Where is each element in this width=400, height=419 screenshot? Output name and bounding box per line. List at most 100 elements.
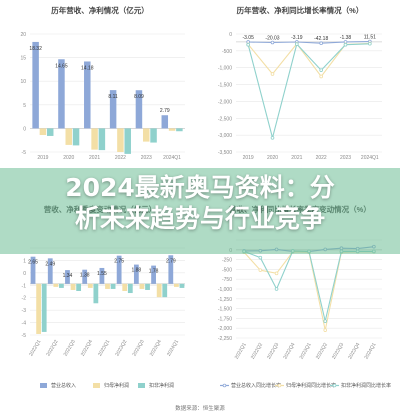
legend-marker-deducted-growth: [332, 383, 337, 388]
chart-2-bar-1: [156, 283, 162, 298]
chart-1-point-1: [270, 72, 275, 76]
chart-1-point-2: [368, 41, 372, 46]
chart-3-xtick: 2024Q1: [364, 342, 378, 361]
chart-0-xtick: 2020: [63, 155, 74, 161]
chart-1-xtick: 2020: [267, 155, 278, 161]
chart-0-xtick: 2019: [37, 155, 48, 161]
chart-1-point-2: [270, 136, 275, 140]
chart-3-ytick: -250: [222, 258, 232, 264]
chart-2-bar-2: [76, 283, 82, 291]
chart-0-xtick: 2023: [141, 155, 152, 161]
chart-0-ytick: 15: [20, 56, 26, 62]
legend-label-revenue-growth: 营业总收入同比增长率: [231, 382, 281, 389]
chart-1-point-2: [246, 42, 250, 47]
chart-3-point-1: [323, 328, 328, 332]
chart-2-xtick: 2023Q4: [149, 339, 163, 358]
legend-label-revenue: 营业总收入: [51, 382, 76, 389]
chart-2-bar-2: [110, 283, 116, 289]
chart-1-line-2: [247, 42, 370, 140]
chart-3-xtick: 2022Q1: [234, 342, 248, 361]
chart-0-bar-2: [72, 128, 80, 146]
chart-0-ytick: 0: [23, 126, 26, 132]
chart-3-ytick: -1,500: [218, 307, 232, 313]
chart-2-ytick: -3: [22, 308, 27, 314]
chart-3-point-1: [258, 268, 263, 272]
chart-0-bar-0: [161, 115, 169, 129]
chart-2-bar-0: [151, 265, 156, 284]
chart-0-bar-1: [117, 128, 124, 152]
chart-0-bar-1: [39, 128, 47, 136]
chart-3-ytick: -1,250: [218, 297, 232, 303]
chart-1-data-label: -3.19: [291, 35, 303, 41]
chart-2-xtick: 2024Q1: [166, 339, 180, 358]
chart-1-point-2: [343, 42, 348, 47]
chart-2-ytick: 1: [23, 258, 26, 264]
chart-3-ytick: -2,000: [218, 326, 232, 332]
chart-0-data-label: 14.18: [81, 65, 94, 71]
chart-1-ytick: -2,500: [218, 116, 232, 122]
chart-3-ytick: -1,750: [218, 316, 232, 322]
chart-0-data-label: 18.32: [29, 46, 42, 52]
chart-2-ytick: -5: [22, 333, 27, 339]
chart-3-xtick: 2023Q1: [299, 342, 313, 361]
chart-2-bar-2: [127, 283, 133, 294]
chart-1-xtick: 2023: [340, 155, 351, 161]
chart-2-bar-0: [99, 267, 105, 284]
chart-0-data-label: 8.11: [108, 94, 118, 100]
chart-1-ytick: -2,000: [218, 99, 232, 105]
chart-0-bar-1: [168, 128, 176, 131]
chart-0-ytick: 20: [20, 32, 26, 38]
chart-0-bar-1: [91, 128, 98, 150]
chart-3-xtick: 2022Q4: [282, 342, 296, 361]
chart-2-bar-1: [36, 283, 42, 334]
chart-2-bar-1: [139, 283, 145, 289]
chart-2-bar-1: [53, 283, 59, 287]
chart-1-data-label: -42.18: [314, 36, 328, 42]
chart-3-ytick: -2,250: [218, 336, 232, 342]
source-note: 数据来源：恒生聚源: [175, 404, 225, 412]
chart-3-line-2: [243, 250, 374, 322]
chart-2-bar-0: [133, 264, 139, 284]
chart-1-xtick: 2024Q1: [361, 155, 379, 161]
chart-2-data-label: 2.49: [45, 261, 55, 267]
chart-3-xtick: 2022Q2: [250, 342, 264, 361]
chart-2-data-label: 1.88: [131, 268, 141, 274]
chart-0-xtick: 2024Q1: [163, 155, 181, 161]
chart-2-data-label: 2.75: [114, 259, 124, 265]
chart-1-data-label: 11.51: [364, 35, 376, 41]
chart-1-xtick: 2019: [243, 155, 254, 161]
legend-label-deducted-growth: 扣非净利润同比增长率: [341, 382, 391, 389]
chart-2-bar-1: [122, 283, 128, 291]
legend-label-profit-growth: 归母净利润同比增长率: [286, 382, 336, 389]
chart-2-ytick: -2: [22, 296, 27, 302]
chart-0-data-label: 2.79: [160, 108, 170, 114]
chart-2-bar-1: [87, 283, 93, 288]
chart-2-bar-0: [82, 269, 88, 284]
chart-2-xtick: 2023Q3: [132, 339, 146, 358]
chart-2-bar-2: [59, 283, 64, 288]
chart-1-ytick: -3,000: [218, 133, 232, 139]
chart-1-xtick: 2022: [316, 155, 327, 161]
chart-3-point-2: [258, 255, 263, 260]
chart-0-bar-0: [58, 59, 65, 129]
chart-2-bar-2: [41, 283, 47, 332]
chart-1-point-0: [270, 40, 275, 45]
chart-1-data-label: -3.05: [242, 35, 254, 41]
chart-2-data-label: 1.55: [97, 271, 107, 277]
chart-1-point-2: [319, 68, 323, 72]
chart-3-point-1: [274, 271, 279, 276]
legend-marker-profit-growth: [277, 383, 282, 388]
chart-2-xtick: 2022Q1: [28, 339, 42, 358]
chart-2-ytick: -1: [22, 283, 27, 289]
chart-0-title: 历年营收、净利情况（亿元）: [51, 5, 149, 15]
chart-3-xtick: 2022Q3: [266, 342, 280, 361]
chart-1-ytick: -3,500: [218, 150, 232, 156]
chart-0-ytick: 10: [20, 79, 26, 85]
chart-1-line-0: [248, 40, 370, 44]
chart-3-ytick: -750: [222, 277, 232, 283]
chart-2-bar-1: [70, 283, 76, 290]
chart-1-ytick: 0: [229, 32, 232, 38]
chart-1-ytick: -500: [222, 49, 232, 55]
chart-1-data-label: -20.03: [265, 35, 279, 41]
